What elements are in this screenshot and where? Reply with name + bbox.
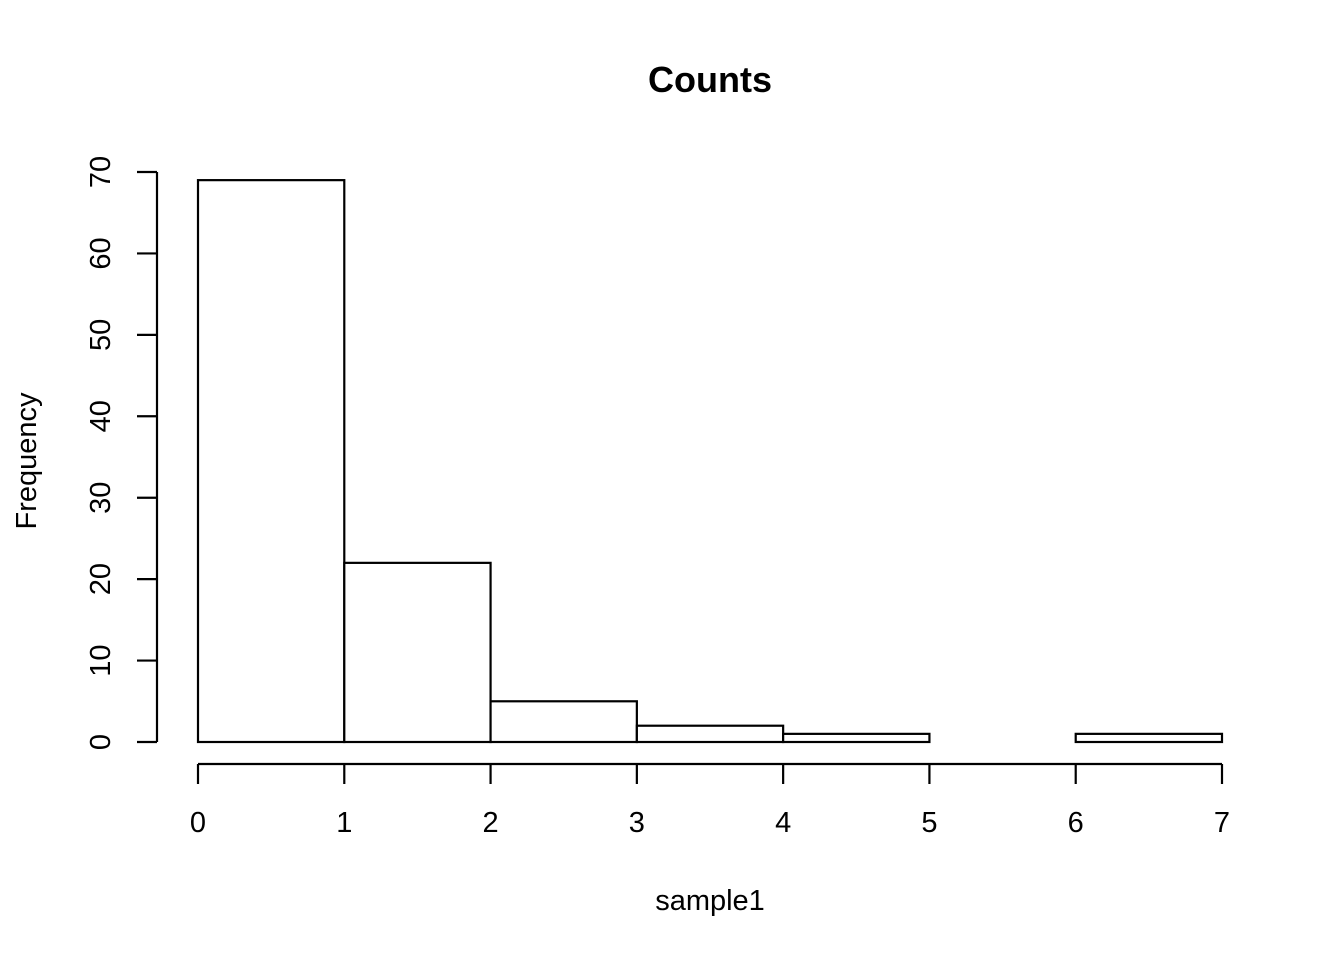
y-tick-label-1: 10 [85,644,117,676]
histogram-bar-2 [489,700,638,744]
histogram-bar-4 [782,732,931,744]
y-tick-label-3: 30 [85,482,117,514]
histogram-bar-6 [1074,732,1224,744]
y-tick-label-2: 20 [85,563,117,595]
chart-title: Counts [648,59,772,100]
x-tick-label-2: 2 [483,807,499,839]
y-axis: 0 10 20 30 40 50 60 70 [85,156,159,750]
bars-group [196,179,1224,744]
y-tick-label-6: 60 [85,237,117,269]
y-axis-label: Frequency [11,392,43,530]
x-tick-label-3: 3 [629,807,645,839]
x-axis-label: sample1 [655,885,765,917]
y-tick-label-4: 40 [85,400,117,432]
x-tick-label-7: 7 [1214,807,1230,839]
y-tick-label-0: 0 [85,734,117,750]
x-tick-label-1: 1 [336,807,352,839]
x-tick-label-4: 4 [775,807,791,839]
x-tick-label-0: 0 [190,807,206,839]
x-axis: 0 1 2 3 4 5 6 7 [190,762,1230,839]
y-tick-label-7: 70 [85,156,117,188]
x-tick-label-6: 6 [1068,807,1084,839]
histogram-bar-3 [635,724,785,744]
x-tick-label-5: 5 [921,807,937,839]
histogram-bar-1 [343,561,492,744]
histogram-bar-0 [196,179,346,744]
y-tick-label-5: 50 [85,319,117,351]
